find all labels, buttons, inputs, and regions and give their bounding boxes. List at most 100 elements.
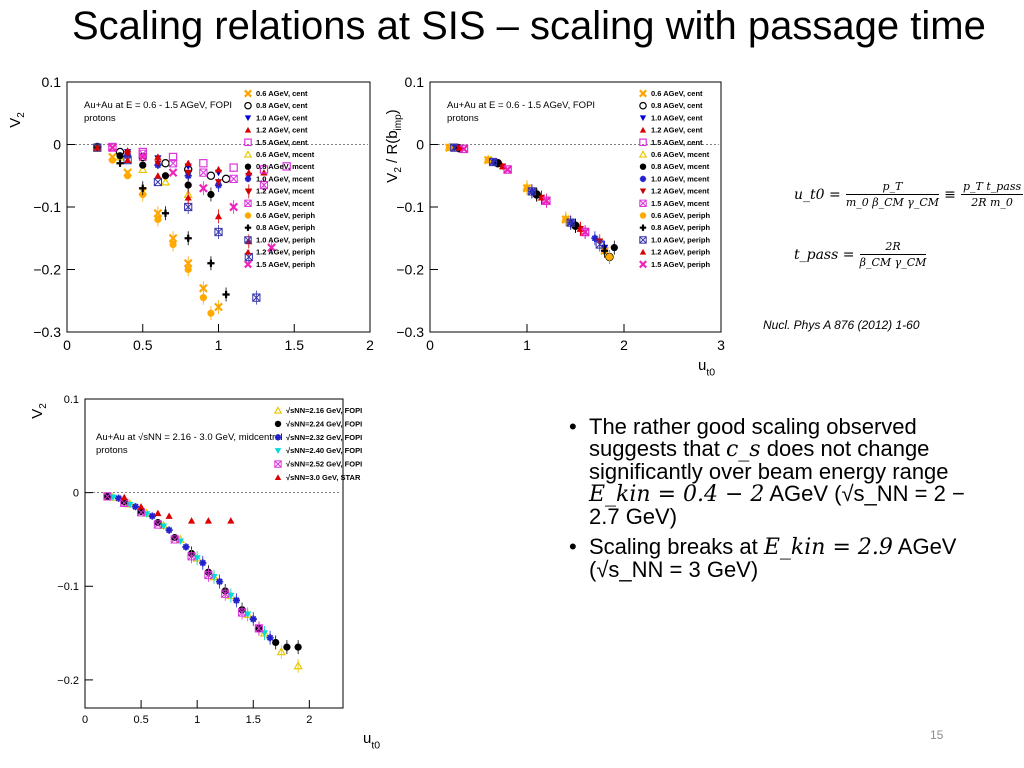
data-point — [199, 294, 207, 302]
data-point — [221, 174, 231, 184]
x-tick-label: 0 — [82, 714, 88, 726]
data-point — [523, 184, 531, 192]
x-tick-label: 1.5 — [285, 337, 305, 353]
chart-2: 0 1 2 3 0.1 0 −0.1 −0.2 −0.3 V2 / R(bimp) ut0 Au+Au… — [384, 74, 725, 378]
legend-label: √sNN=3.0 GeV, STAR — [286, 473, 361, 482]
data-point — [229, 174, 238, 183]
series-6 — [444, 142, 571, 226]
data-point — [494, 159, 502, 167]
legend-marker — [639, 115, 647, 122]
legend-label: 1.2 AGeV, cent — [651, 126, 703, 135]
data-point — [459, 144, 469, 154]
legend-label: 1.5 AGeV, periph — [256, 260, 315, 269]
legend: 0.6 AGeV, cent 0.8 AGeV, cent 1.0 AGeV, ce… — [638, 89, 710, 269]
data-point — [254, 624, 263, 633]
formula-tpass-den: β_CM γ_CM — [859, 256, 927, 269]
x-axis-label: ut0 — [698, 357, 715, 378]
data-point — [182, 543, 190, 551]
legend: √sNN=2.16 GeV, FOPI √sNN=2.24 GeV, FOPI √s… — [273, 406, 362, 482]
data-point — [214, 165, 223, 173]
legend-label: √sNN=2.32 GeV, FOPI — [286, 433, 362, 442]
data-point — [214, 212, 223, 220]
legend-marker — [244, 175, 252, 183]
legend-label: 0.8 AGeV, cent — [256, 101, 308, 110]
legend-marker — [274, 460, 282, 468]
data-point — [199, 159, 208, 168]
bullet-2-text-a: Scaling breaks at — [589, 534, 764, 559]
y-tick-label: −0.3 — [33, 324, 61, 340]
data-point — [154, 153, 162, 160]
data-point — [260, 169, 268, 176]
data-point — [207, 190, 215, 199]
data-point — [245, 169, 253, 176]
legend-marker — [274, 420, 282, 428]
legend-marker — [274, 434, 282, 441]
y-tick-label: 0.1 — [64, 394, 79, 406]
data-point — [148, 512, 156, 520]
legend-marker — [639, 126, 647, 133]
data-point — [169, 240, 177, 249]
data-point — [198, 183, 208, 193]
legend-label: 1.2 AGeV, periph — [256, 248, 315, 257]
data-point — [214, 227, 223, 237]
data-point — [204, 570, 213, 580]
formula-tpass: t_pass = 2R β_CM γ_CM — [794, 240, 927, 269]
series-11 — [445, 144, 614, 264]
legend-marker — [244, 212, 252, 219]
legend-label: 0.6 AGeV, cent — [651, 89, 703, 98]
data-point — [232, 596, 241, 604]
legend-label: 0.6 AGeV, periph — [256, 211, 315, 220]
data-point — [216, 577, 224, 586]
series-1 — [445, 143, 609, 258]
data-point — [187, 517, 196, 524]
bullet-2-text-b: AGeV (√s_NN = 3 GeV) — [589, 534, 957, 582]
data-point — [160, 177, 171, 186]
data-point — [124, 172, 132, 180]
data-point — [204, 517, 212, 524]
data-point — [176, 538, 184, 545]
legend-label: 1.2 AGeV, mcent — [651, 187, 710, 196]
data-point — [168, 159, 178, 168]
legend-label: 1.5 AGeV, periph — [651, 260, 710, 269]
bullet-1-text-b: does not change significantly over beam … — [589, 436, 949, 484]
bullet-item: Scaling breaks at E_kin = 2.9 AGeV (√s_N… — [569, 536, 989, 581]
series-12 — [93, 144, 230, 302]
data-point — [207, 309, 215, 317]
chart-3: 0 0.5 1 1.5 2 0.1 0 −0.1 −0.2 V2 ut0 Au+Au at √sNN … — [29, 394, 380, 751]
data-point — [108, 156, 117, 164]
legend-label: 1.5 AGeV, mcent — [651, 199, 710, 208]
legend-marker — [244, 115, 252, 122]
legend-marker — [244, 199, 252, 207]
y-tick-label: 0 — [53, 136, 61, 152]
data-point — [168, 152, 178, 162]
data-point — [120, 498, 128, 506]
data-point — [595, 240, 604, 249]
x-tick-label: 0.5 — [133, 337, 153, 353]
data-point — [161, 159, 170, 168]
data-point — [184, 234, 192, 242]
legend-label: 1.2 AGeV, periph — [651, 248, 710, 257]
legend-marker — [244, 101, 252, 110]
legend-label: 1.2 AGeV, mcent — [256, 187, 315, 196]
plot-annotation: Au+Au at E = 0.6 - 1.5 AGeV, FOPI — [447, 100, 595, 111]
data-point — [488, 157, 498, 167]
series-8 — [450, 144, 599, 246]
data-point — [131, 503, 140, 511]
x-tick-label: 0.5 — [133, 714, 148, 726]
data-point — [138, 164, 148, 173]
legend-label: 1.0 AGeV, periph — [256, 235, 315, 244]
data-point — [229, 202, 239, 212]
y-tick-label: −0.1 — [396, 199, 424, 215]
x-axis-label: ut0 — [363, 730, 380, 751]
bullet-1-math-b: E_kin = 0.4 − 2 — [589, 482, 765, 507]
legend-label: 1.0 AGeV, mcent — [651, 174, 710, 183]
series-1 — [108, 492, 303, 673]
bullet-list: The rather good scaling observed suggest… — [569, 416, 989, 589]
legend-marker — [639, 175, 647, 183]
formula-ut0-lhs: u_t0 = — [794, 187, 841, 203]
data-point — [139, 184, 147, 192]
legend-label: 1.2 AGeV, cent — [256, 126, 308, 135]
x-tick-label: 1 — [523, 337, 531, 353]
y-tick-label: −0.1 — [57, 581, 79, 593]
data-point — [591, 234, 599, 242]
